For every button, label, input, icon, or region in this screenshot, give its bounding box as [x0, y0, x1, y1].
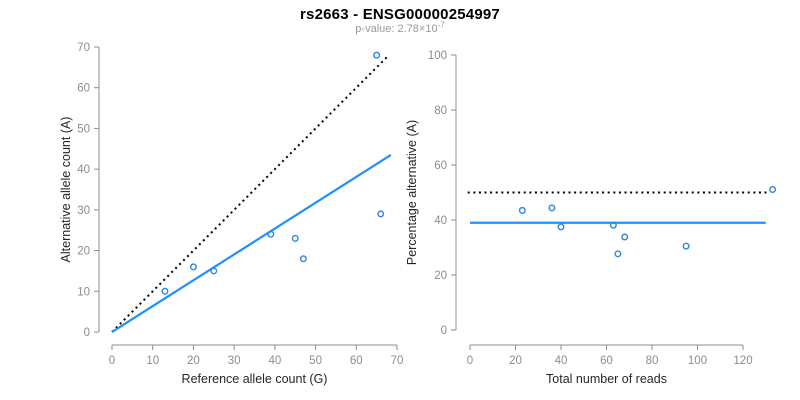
regression-line: [111, 153, 392, 333]
data-point: [557, 223, 565, 231]
x-axis-title: Total number of reads: [546, 372, 667, 386]
y-tick-label: 80: [434, 105, 447, 117]
y-tick-label: 20: [434, 270, 447, 282]
data-point: [299, 255, 307, 263]
data-point: [769, 185, 777, 193]
pvalue-text: p-value: 2.78×10: [355, 23, 438, 35]
data-point: [548, 204, 556, 212]
reads-vs-percentage-scatter: 0 20 40 60 80 100 120 0 20 40 60 80 100 Total number …: [405, 50, 777, 386]
y-tick-label: 100: [428, 50, 447, 62]
y-tick-label: 10: [77, 286, 90, 298]
data-point: [518, 206, 526, 214]
data-point: [161, 287, 169, 295]
x-tick-label: 60: [350, 355, 363, 367]
data-point: [267, 230, 275, 238]
y-axis-title: Alternative allele count (A): [59, 117, 73, 263]
data-point: [609, 221, 617, 229]
y-tick-label: 0: [441, 325, 447, 337]
x-tick-label: 60: [600, 355, 613, 367]
x-axis-title: Reference allele count (G): [182, 372, 328, 386]
data-point: [614, 250, 622, 258]
y-tick-label: 0: [84, 327, 90, 339]
data-point: [291, 234, 299, 242]
x-tick-label: 20: [187, 355, 200, 367]
y-tick-label: 40: [77, 164, 90, 176]
data-point: [621, 233, 629, 241]
ref-vs-alt-scatter: 0 10 20 30 40 50 60 70 0 10 20 30 40 50 60 70 Reference …: [59, 42, 403, 386]
x-tick-label: 0: [467, 355, 473, 367]
y-tick-label: 60: [434, 160, 447, 172]
figure-title: rs2663 - ENSG00000254997: [300, 6, 500, 23]
x-tick-label: 20: [509, 355, 522, 367]
y-tick-label: 40: [434, 215, 447, 227]
y-axis-title: Percentage alternative (A): [405, 120, 419, 265]
y-tick-label: 50: [77, 123, 90, 135]
data-point: [373, 51, 381, 59]
x-tick-label: 80: [646, 355, 659, 367]
data-point: [189, 263, 197, 271]
data-point: [210, 267, 218, 275]
figure-subtitle: p-value: 2.78×10-7: [0, 20, 800, 35]
x-tick-label: 40: [268, 355, 281, 367]
y-tick-label: 20: [77, 246, 90, 258]
identity-line: [111, 56, 388, 333]
x-tick-label: 30: [228, 355, 241, 367]
y-tick-label: 70: [77, 42, 90, 54]
x-tick-label: 40: [555, 355, 568, 367]
data-point: [682, 242, 690, 250]
data-point: [377, 210, 385, 218]
y-tick-label: 60: [77, 83, 90, 95]
x-tick-label: 100: [688, 355, 707, 367]
x-tick-label: 50: [309, 355, 322, 367]
x-tick-label: 10: [146, 355, 159, 367]
x-tick-label: 120: [733, 355, 752, 367]
x-tick-label: 70: [391, 355, 404, 367]
x-tick-label: 0: [109, 355, 115, 367]
y-tick-label: 30: [77, 205, 90, 217]
pvalue-exponent: -7: [437, 20, 445, 30]
